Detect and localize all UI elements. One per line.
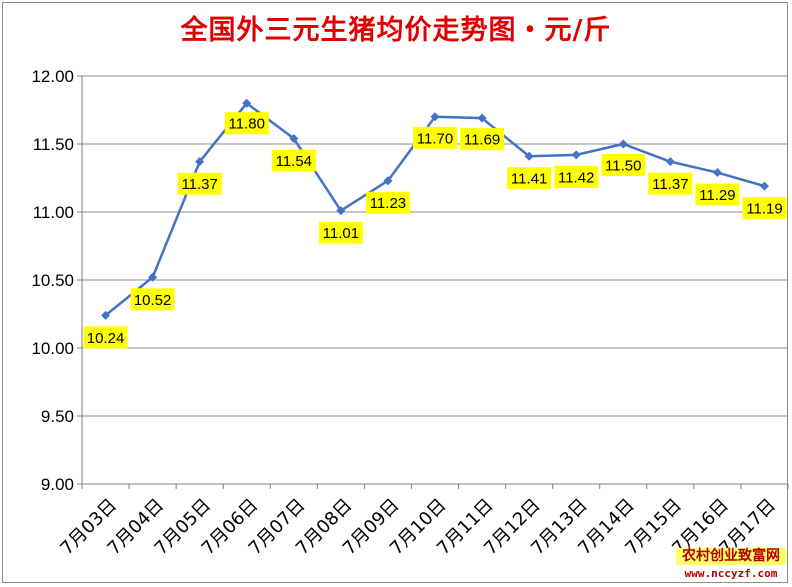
data-label-background: [460, 128, 505, 151]
y-tick-label: 9.00: [41, 475, 74, 494]
data-label: 11.70: [417, 130, 453, 147]
data-points: [101, 98, 769, 320]
data-label: 11.80: [229, 116, 265, 133]
data-label: 11.37: [181, 176, 217, 193]
data-point: [101, 310, 111, 320]
data-label: 11.41: [511, 171, 547, 188]
data-label: 11.42: [558, 169, 594, 186]
y-tick-label: 11.00: [33, 203, 74, 222]
data-label: 11.01: [323, 225, 359, 242]
data-label-background: [365, 191, 410, 214]
axes: [77, 75, 789, 489]
y-tick-label: 9.50: [41, 407, 74, 426]
data-point: [430, 112, 440, 122]
data-label-background: [318, 221, 363, 244]
watermark-site-name: 农村创业致富网: [676, 548, 786, 565]
data-label-background: [554, 165, 599, 188]
data-point: [242, 98, 252, 108]
data-label-background: [695, 183, 740, 206]
data-label-background: [271, 149, 316, 172]
data-label: 10.24: [87, 330, 125, 347]
data-point: [336, 206, 346, 216]
data-label-background: [130, 288, 175, 311]
watermark: 农村创业致富网 www.nccyzf.com: [676, 548, 786, 582]
y-tick-label: 10.00: [31, 339, 74, 358]
data-point: [477, 113, 487, 123]
data-label-background: [507, 167, 552, 190]
data-label: 11.69: [464, 132, 500, 149]
y-tick-label: 11.50: [33, 135, 74, 154]
data-label-background: [177, 172, 222, 195]
data-label-background: [601, 154, 646, 176]
data-labels: 10.24 10.52 11.37 11.80 11.54 11.01 11.23 11.70…: [83, 112, 787, 349]
data-label: 11.23: [370, 195, 406, 212]
x-tick-labels: 7月03日7月04日7月05日7月06日7月07日7月08日7月09日7月10日…: [56, 495, 780, 560]
data-point: [289, 134, 299, 144]
data-point: [665, 157, 675, 167]
watermark-url: www.nccyzf.com: [684, 567, 778, 580]
data-label: 11.50: [605, 158, 641, 175]
data-point: [571, 150, 581, 160]
data-label: 11.54: [276, 153, 312, 170]
data-label: 11.37: [652, 176, 688, 193]
data-label: 11.29: [699, 187, 735, 204]
data-label: 11.19: [746, 201, 782, 218]
data-label-background: [83, 326, 128, 349]
data-point: [383, 176, 393, 186]
chart-title: 全国外三元生猪均价走势图・元/斤: [180, 15, 612, 46]
data-point: [148, 272, 158, 282]
data-point: [618, 139, 628, 149]
data-label-background: [648, 172, 693, 195]
y-tick-label: 10.50: [31, 271, 74, 290]
data-point: [712, 168, 722, 178]
data-point: [524, 151, 534, 161]
data-label-background: [742, 197, 787, 220]
data-point: [195, 157, 205, 167]
y-tick-label: 12.00: [31, 67, 74, 86]
data-label: 10.52: [134, 292, 172, 309]
data-point: [759, 181, 769, 191]
data-label-background: [224, 112, 269, 135]
data-label-background: [413, 126, 457, 149]
y-tick-labels: 9.00 9.50 10.00 10.50 11.00 11.50 12.00: [31, 67, 74, 494]
